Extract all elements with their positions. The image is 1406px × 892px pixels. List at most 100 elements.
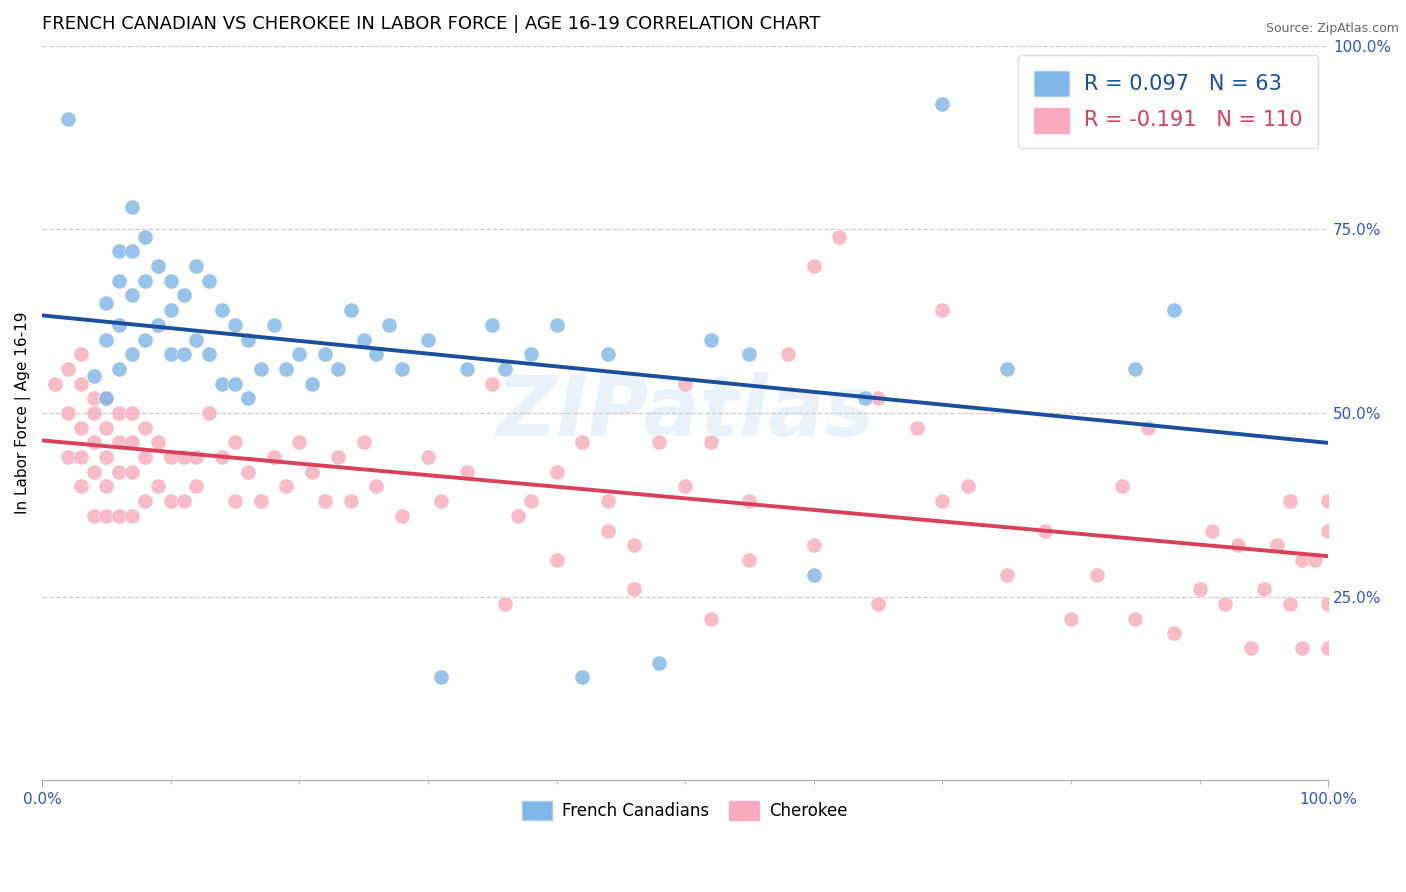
Point <box>366 479 388 493</box>
Point <box>301 465 323 479</box>
Point <box>1137 420 1160 434</box>
Point <box>236 333 259 347</box>
Point <box>263 318 285 332</box>
Point <box>1163 626 1185 640</box>
Point <box>520 347 543 361</box>
Point <box>69 347 91 361</box>
Point <box>186 450 208 464</box>
Point <box>995 362 1018 376</box>
Point <box>44 376 66 391</box>
Point <box>429 670 451 684</box>
Point <box>1060 612 1083 626</box>
Point <box>1111 479 1133 493</box>
Point <box>159 494 181 508</box>
Point <box>96 333 118 347</box>
Point <box>391 508 413 523</box>
Point <box>1317 641 1340 656</box>
Point <box>1033 524 1056 538</box>
Point <box>314 347 336 361</box>
Point <box>339 494 361 508</box>
Point <box>83 465 105 479</box>
Point <box>108 406 131 420</box>
Point <box>596 494 619 508</box>
Point <box>186 479 208 493</box>
Point <box>224 318 246 332</box>
Point <box>249 494 271 508</box>
Point <box>1240 641 1263 656</box>
Point <box>276 362 298 376</box>
Point <box>159 303 181 318</box>
Point <box>224 494 246 508</box>
Point <box>803 567 825 582</box>
Point <box>623 538 645 552</box>
Point <box>96 392 118 406</box>
Point <box>1213 597 1236 611</box>
Point <box>700 435 723 450</box>
Point <box>314 494 336 508</box>
Point <box>96 450 118 464</box>
Point <box>596 347 619 361</box>
Point <box>326 362 349 376</box>
Point <box>134 420 156 434</box>
Point <box>1085 567 1108 582</box>
Point <box>596 524 619 538</box>
Text: FRENCH CANADIAN VS CHEROKEE IN LABOR FORCE | AGE 16-19 CORRELATION CHART: FRENCH CANADIAN VS CHEROKEE IN LABOR FOR… <box>42 15 821 33</box>
Point <box>146 435 169 450</box>
Point <box>121 200 143 214</box>
Point <box>391 362 413 376</box>
Point <box>494 597 516 611</box>
Point <box>96 420 118 434</box>
Point <box>481 318 503 332</box>
Point <box>995 567 1018 582</box>
Point <box>416 333 439 347</box>
Point <box>1291 641 1313 656</box>
Point <box>326 450 349 464</box>
Point <box>353 333 375 347</box>
Point <box>198 406 221 420</box>
Point <box>1278 597 1301 611</box>
Point <box>866 392 889 406</box>
Point <box>121 347 143 361</box>
Point <box>288 435 311 450</box>
Point <box>648 435 671 450</box>
Point <box>121 435 143 450</box>
Point <box>69 376 91 391</box>
Point <box>56 406 79 420</box>
Point <box>803 259 825 273</box>
Text: Source: ZipAtlas.com: Source: ZipAtlas.com <box>1265 22 1399 36</box>
Point <box>1278 494 1301 508</box>
Point <box>121 508 143 523</box>
Point <box>83 369 105 384</box>
Point <box>1123 362 1146 376</box>
Point <box>571 670 593 684</box>
Point <box>83 392 105 406</box>
Point <box>546 465 568 479</box>
Point <box>853 392 876 406</box>
Legend: French Canadians, Cherokee: French Canadians, Cherokee <box>516 795 855 827</box>
Point <box>186 259 208 273</box>
Point <box>159 450 181 464</box>
Point <box>173 494 195 508</box>
Point <box>69 420 91 434</box>
Point <box>56 362 79 376</box>
Point <box>429 494 451 508</box>
Point <box>56 112 79 127</box>
Point <box>1253 582 1275 597</box>
Point <box>146 259 169 273</box>
Point <box>776 347 799 361</box>
Point <box>211 450 233 464</box>
Point <box>931 303 953 318</box>
Point <box>546 318 568 332</box>
Point <box>1317 597 1340 611</box>
Point <box>456 465 478 479</box>
Point <box>1227 538 1250 552</box>
Point <box>1265 538 1288 552</box>
Point <box>1291 553 1313 567</box>
Point <box>1163 303 1185 318</box>
Point <box>803 538 825 552</box>
Text: ZIPatlas: ZIPatlas <box>496 373 875 453</box>
Point <box>481 376 503 391</box>
Point <box>108 435 131 450</box>
Point <box>1188 582 1211 597</box>
Point <box>506 508 529 523</box>
